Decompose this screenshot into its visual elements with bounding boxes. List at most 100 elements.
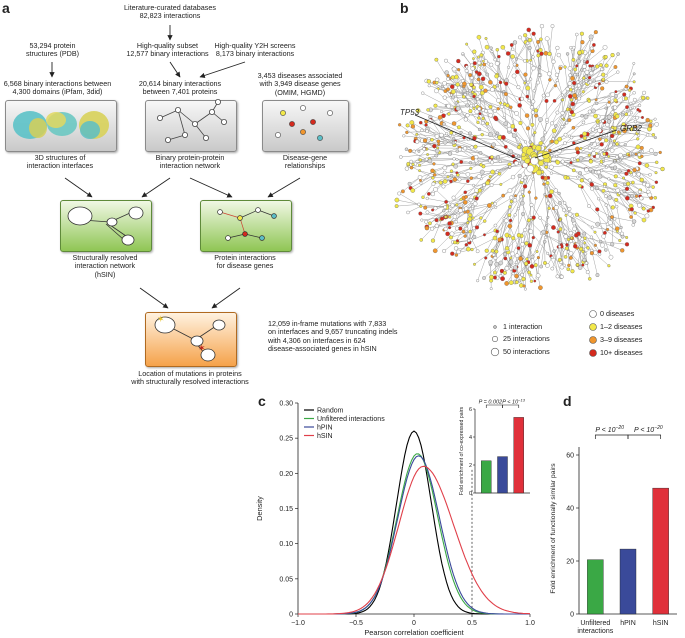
network-node (472, 234, 477, 239)
network-node (439, 132, 444, 138)
network-node (523, 59, 527, 63)
network-node (579, 178, 584, 183)
network-node (459, 160, 464, 164)
network-node (508, 149, 514, 154)
network-edge (579, 185, 590, 207)
network-node (488, 80, 493, 85)
network-node (567, 211, 573, 217)
network-node (550, 139, 554, 144)
network-node (580, 237, 585, 242)
bars-p-value-1: P < 10−20 (595, 425, 624, 434)
network-legend-marks (490, 310, 597, 357)
network-edge (470, 74, 493, 90)
network-node (472, 49, 477, 54)
network-node (409, 165, 414, 170)
network-edge (562, 90, 574, 101)
network-node (567, 81, 573, 86)
network-node (433, 103, 438, 108)
network-node (447, 226, 452, 230)
network-node (568, 231, 573, 236)
network-node (418, 120, 423, 125)
network-node (509, 105, 513, 109)
network-node (473, 144, 478, 149)
network-edge (517, 71, 525, 84)
network-edge (484, 225, 496, 235)
box6-caption-line2: with structurally resolved interactions (131, 377, 249, 387)
network-edge (493, 240, 500, 255)
network-node (417, 202, 421, 207)
network-edge (521, 257, 536, 282)
network-edge (598, 198, 610, 221)
network-edge (491, 262, 502, 278)
network-edge (564, 67, 568, 90)
network-node (644, 213, 650, 219)
network-node (588, 159, 594, 164)
network-node (425, 129, 429, 134)
network-edge (597, 156, 621, 161)
network-node (478, 84, 484, 90)
network-node (493, 223, 498, 228)
network-edge (464, 83, 483, 85)
network-node (605, 122, 610, 127)
network-edge (551, 112, 558, 124)
network-node (558, 245, 562, 249)
box4-caption-line2: interaction network (74, 261, 136, 271)
network-edge (451, 170, 468, 175)
network-node (575, 150, 580, 155)
network-node (595, 101, 599, 105)
network-node (457, 147, 462, 152)
network-node (589, 235, 593, 239)
network-node (649, 148, 654, 153)
bars-bracket-1 (594, 434, 629, 439)
network-edge (479, 96, 499, 109)
network-node (499, 104, 504, 109)
network-node (477, 71, 482, 77)
network-node (634, 152, 638, 156)
network-edge (579, 87, 596, 99)
network-node (618, 158, 623, 162)
network-node (632, 106, 636, 110)
top-label-line2: 82,823 interactions (139, 11, 201, 21)
network-edge (564, 137, 585, 144)
network-edge (567, 177, 581, 187)
network-node (490, 248, 495, 253)
network-edge (559, 246, 562, 260)
network-node (544, 36, 550, 42)
network-node (621, 122, 626, 127)
network-edge (612, 168, 624, 179)
network-edge (539, 53, 542, 76)
network-node (545, 92, 550, 98)
network-node (574, 233, 579, 238)
network-node (557, 136, 563, 142)
network-edge (477, 257, 486, 281)
network-node (480, 121, 485, 125)
network-node (465, 91, 470, 95)
network-node (615, 229, 619, 233)
network-edge (570, 159, 591, 163)
binary-network-icon (156, 99, 227, 143)
network-node (492, 108, 497, 113)
network-node (405, 123, 410, 128)
network-node (565, 121, 569, 125)
network-node (427, 136, 431, 141)
network-edge (615, 176, 633, 183)
network-node (511, 133, 517, 139)
network-node (622, 189, 627, 194)
density-y-tick-label: 0 (289, 612, 293, 619)
network-node (418, 163, 422, 167)
network-node (615, 188, 621, 193)
network-node (509, 195, 514, 200)
network-node (462, 88, 467, 93)
network-edge (426, 210, 444, 222)
network-node (530, 122, 535, 127)
size-legend-marker-1 (493, 325, 497, 329)
network-node (547, 193, 553, 199)
network-node (616, 70, 620, 74)
y2h-label-line2: 8,173 binary interactions (215, 49, 295, 59)
network-node (581, 250, 585, 254)
network-node (624, 171, 629, 176)
network-edge (477, 98, 499, 109)
network-node (430, 226, 435, 231)
network-node (483, 233, 486, 237)
network-node (560, 115, 564, 119)
